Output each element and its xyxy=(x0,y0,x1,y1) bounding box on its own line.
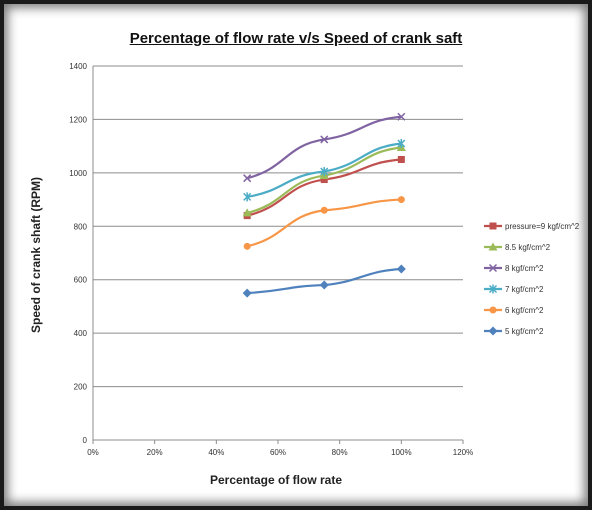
legend-item: 5 kgf/cm^2 xyxy=(484,326,544,336)
legend-label: 8 kgf/cm^2 xyxy=(505,264,544,273)
series-group xyxy=(243,196,405,250)
y-tick-label: 0 xyxy=(83,436,88,445)
legend-label: 6 kgf/cm^2 xyxy=(505,306,544,315)
data-point xyxy=(242,288,252,298)
y-tick-label: 1000 xyxy=(69,169,87,178)
legend-swatch-marker xyxy=(488,242,498,251)
legend-item: 8.5 kgf/cm^2 xyxy=(484,242,551,252)
data-point xyxy=(397,196,405,204)
y-tick-label: 600 xyxy=(74,276,88,285)
chart-title: Percentage of flow rate v/s Speed of cra… xyxy=(129,30,463,47)
x-tick-label: 120% xyxy=(453,448,473,457)
legend-label: 5 kgf/cm^2 xyxy=(505,327,544,336)
x-tick-label: 60% xyxy=(270,448,286,457)
x-tick-label: 80% xyxy=(332,448,348,457)
legend-item: 7 kgf/cm^2 xyxy=(484,284,544,294)
data-point xyxy=(243,242,251,250)
legend-item: 6 kgf/cm^2 xyxy=(484,306,544,315)
data-point xyxy=(243,192,252,202)
legend-label: 7 kgf/cm^2 xyxy=(505,285,544,294)
series-group xyxy=(243,112,406,183)
legend-swatch-marker xyxy=(488,263,498,273)
x-tick-label: 100% xyxy=(391,448,411,457)
series-lines xyxy=(242,112,406,298)
x-tick-labels: 0% 20% 40% 60% 80% 100% 120% xyxy=(87,448,473,457)
data-point xyxy=(319,280,329,290)
data-point xyxy=(243,174,252,183)
y-tick-labels: 0 200 400 600 800 1000 1200 1400 xyxy=(69,62,87,445)
data-point xyxy=(397,112,406,121)
legend-label: 8.5 kgf/cm^2 xyxy=(505,243,551,252)
series-group xyxy=(242,264,406,298)
legend-swatch-marker xyxy=(488,284,498,294)
gridlines xyxy=(93,65,463,388)
legend-swatch-marker xyxy=(489,222,497,230)
data-point xyxy=(397,138,406,148)
y-tick-label: 1200 xyxy=(69,115,87,124)
legend-label: pressure=9 kgf/cm^2 xyxy=(505,222,580,231)
y-axis-title: Speed of crank shaft (RPM) xyxy=(29,177,43,333)
legend: pressure=9 kgf/cm^2 8.5 kgf/cm^2 8 kgf/cm^… xyxy=(484,222,580,336)
data-point xyxy=(320,206,328,214)
axes xyxy=(92,66,464,444)
x-tick-label: 0% xyxy=(87,448,99,457)
data-point xyxy=(320,135,329,144)
data-point xyxy=(320,167,329,177)
data-point xyxy=(320,176,328,184)
data-point xyxy=(242,208,252,217)
legend-item: 8 kgf/cm^2 xyxy=(484,263,544,273)
legend-swatch-marker xyxy=(488,326,498,336)
y-tick-label: 800 xyxy=(74,222,88,231)
data-point xyxy=(397,156,405,163)
y-tick-label: 1400 xyxy=(69,62,87,71)
data-point xyxy=(396,264,406,274)
series-group xyxy=(243,138,406,202)
legend-item: pressure=9 kgf/cm^2 xyxy=(484,222,580,231)
y-tick-label: 200 xyxy=(74,383,88,392)
x-tick-label: 20% xyxy=(147,448,163,457)
legend-swatch-marker xyxy=(489,306,497,314)
y-tick-label: 400 xyxy=(74,329,88,338)
x-axis-title: Percentage of flow rate xyxy=(210,473,342,487)
x-tick-label: 40% xyxy=(208,448,224,457)
